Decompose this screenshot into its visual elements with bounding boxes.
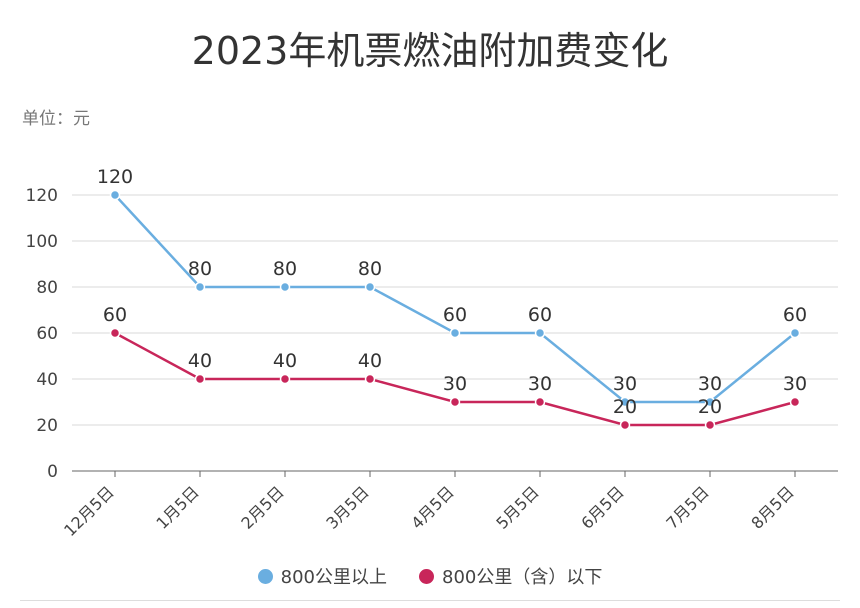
y-tick-label: 100 — [26, 232, 58, 252]
data-label-series-2: 30 — [528, 373, 552, 395]
data-point-series-2 — [619, 419, 631, 431]
data-label-series-2: 20 — [698, 396, 722, 418]
data-label-series-1: 80 — [358, 258, 382, 280]
x-tick-label: 6月5日 — [577, 482, 627, 532]
data-point-series-1 — [789, 327, 801, 339]
data-point-series-1 — [704, 396, 716, 408]
data-label-series-1: 30 — [613, 373, 637, 395]
legend: 800公里以上 800公里（含）以下 — [0, 563, 860, 589]
x-tick-label: 3月5日 — [322, 482, 372, 532]
data-point-series-2 — [109, 327, 121, 339]
data-point-series-1 — [279, 281, 291, 293]
legend-label-series-2: 800公里（含）以下 — [442, 567, 603, 588]
data-point-series-1 — [364, 281, 376, 293]
data-point-series-1 — [534, 327, 546, 339]
data-point-series-1 — [619, 396, 631, 408]
y-tick-label: 20 — [36, 416, 58, 436]
bottom-divider — [20, 600, 840, 601]
data-point-series-2 — [279, 373, 291, 385]
data-point-series-1 — [109, 189, 121, 201]
y-tick-label: 0 — [47, 462, 58, 482]
legend-item-series-2[interactable]: 800公里（含）以下 — [419, 563, 602, 589]
data-point-series-2 — [789, 396, 801, 408]
data-point-series-2 — [194, 373, 206, 385]
y-tick-label: 120 — [26, 186, 58, 206]
chart-title: 2023年机票燃油附加费变化 — [191, 29, 669, 73]
y-tick-label: 80 — [36, 278, 58, 298]
data-label-series-1: 60 — [528, 304, 552, 326]
data-point-series-2 — [449, 396, 461, 408]
data-label-series-1: 120 — [97, 166, 133, 188]
x-tick-label: 2月5日 — [237, 482, 287, 532]
legend-marker-series-2 — [419, 568, 434, 584]
data-label-series-1: 80 — [273, 258, 297, 280]
data-label-series-1: 60 — [783, 304, 807, 326]
x-tick-label: 7月5日 — [662, 482, 712, 532]
data-label-series-2: 40 — [188, 350, 212, 372]
data-label-series-1: 80 — [188, 258, 212, 280]
x-tick-label: 8月5日 — [747, 482, 797, 532]
legend-item-series-1[interactable]: 800公里以上 — [257, 563, 387, 589]
x-tick-label: 5月5日 — [492, 482, 542, 532]
x-tick-label: 4月5日 — [407, 482, 457, 532]
unit-label: 单位：元 — [22, 109, 90, 129]
data-label-series-2: 40 — [358, 350, 382, 372]
data-point-series-1 — [194, 281, 206, 293]
data-label-series-2: 30 — [443, 373, 467, 395]
data-point-series-1 — [449, 327, 461, 339]
legend-marker-series-1 — [257, 568, 273, 584]
data-label-series-2: 20 — [613, 396, 637, 418]
series-line-1 — [114, 194, 796, 404]
data-point-series-2 — [704, 419, 716, 431]
data-label-series-2: 60 — [103, 304, 127, 326]
data-label-series-1: 60 — [443, 304, 467, 326]
line-chart: 0 20 40 60 80 100 120 12月5日 1月5日 2月5日 3月5日 4月5日 5月5日… — [26, 166, 838, 540]
x-tick-label: 12月5日 — [60, 482, 118, 540]
data-label-series-2: 40 — [273, 350, 297, 372]
data-label-series-2: 30 — [783, 373, 807, 395]
y-tick-label: 60 — [36, 324, 58, 344]
x-tick-label: 1月5日 — [152, 482, 202, 532]
data-point-series-2 — [364, 373, 376, 385]
data-label-series-1: 30 — [698, 373, 722, 395]
legend-label-series-1: 800公里以上 — [280, 567, 387, 588]
data-point-series-2 — [534, 396, 546, 408]
y-tick-label: 40 — [36, 370, 58, 390]
